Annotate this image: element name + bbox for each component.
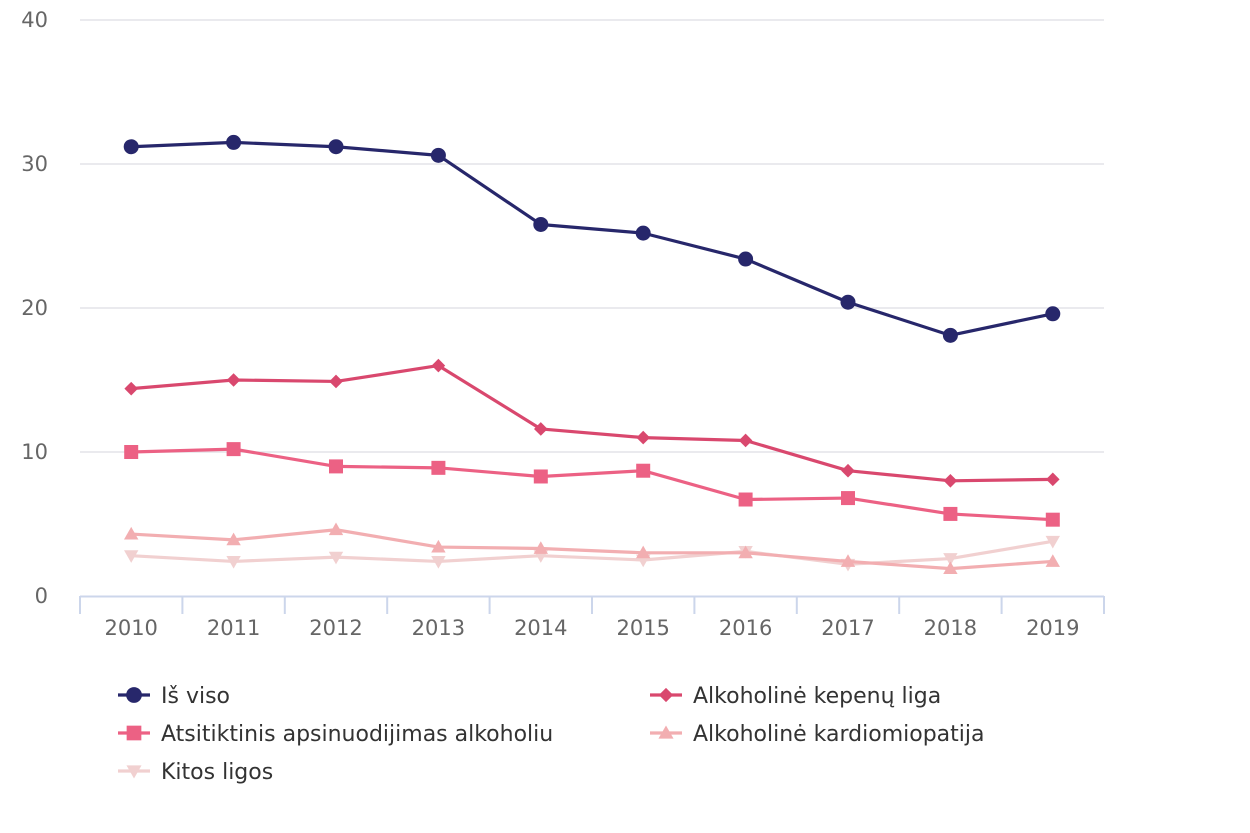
data-point [635, 225, 651, 241]
data-point [124, 381, 138, 396]
legend-symbol [126, 687, 142, 703]
legend-label: Iš viso [161, 684, 230, 709]
series-line [129, 528, 1055, 571]
x-tick-label: 2012 [309, 616, 362, 640]
data-point [943, 474, 958, 488]
series-line [129, 140, 1055, 337]
data-point [431, 460, 446, 475]
series-atsitiktinis-apsinuodijimas-alkoholiu [124, 442, 1060, 527]
data-point [942, 327, 958, 343]
series-line [129, 539, 1055, 566]
y-tick-label: 30 [21, 152, 48, 176]
legend-item[interactable]: Kitos ligos [118, 760, 273, 785]
legend-symbol [658, 725, 674, 739]
data-point [226, 134, 242, 150]
series-alkoholin-kepen-liga [124, 358, 1060, 488]
data-point [328, 139, 344, 155]
data-point [943, 553, 958, 566]
legend-symbol [658, 687, 674, 703]
data-point [738, 545, 753, 559]
data-point [636, 430, 650, 445]
data-point [226, 556, 241, 569]
legend-label: Atsitiktinis apsinuodijimas alkoholiu [161, 722, 553, 747]
x-tick-label: 2011 [207, 616, 260, 640]
data-point [636, 545, 651, 559]
series-line [129, 364, 1055, 483]
series-line [129, 447, 1055, 522]
data-point [1045, 535, 1060, 549]
data-point [226, 532, 241, 546]
data-point [636, 463, 651, 478]
data-point [1045, 554, 1060, 567]
data-point [841, 491, 855, 506]
data-point [124, 445, 139, 459]
legend-label: Alkoholinė kepenų liga [693, 684, 941, 709]
y-tick-label: 0 [35, 584, 48, 608]
data-point [328, 551, 344, 565]
series-i-viso [123, 134, 1061, 343]
x-tick-label: 2014 [514, 616, 567, 640]
legend-item[interactable]: Iš viso [118, 684, 230, 709]
x-tick-label: 2010 [104, 616, 157, 640]
data-point [431, 556, 446, 569]
series-alkoholin-kardiomiopatija [124, 522, 1060, 575]
data-point [226, 373, 241, 387]
data-point [431, 539, 446, 553]
x-axis: 2010 2011 2012 2013 2014 2015 2016 2017 2018 2019 [79, 595, 1105, 640]
data-point [738, 251, 754, 267]
y-tick-label: 20 [21, 296, 48, 320]
x-tick-label: 2019 [1026, 616, 1079, 640]
data-point [943, 506, 958, 521]
legend-item[interactable]: Alkoholinė kardiomiopatija [650, 722, 985, 747]
legend: Iš viso Alkoholinė kepenų liga Atsitiktini… [118, 684, 985, 785]
legend-symbol [126, 765, 142, 779]
legend-symbol [126, 725, 142, 741]
data-point [533, 469, 548, 484]
data-point [430, 147, 446, 163]
data-point [1046, 472, 1060, 487]
data-point [840, 554, 856, 567]
x-tick-label: 2015 [616, 616, 669, 640]
legend-item[interactable]: Alkoholinė kepenų liga [650, 684, 941, 709]
data-point [738, 492, 753, 507]
data-point [124, 526, 139, 540]
data-point [841, 463, 855, 478]
data-point [738, 433, 753, 448]
data-point [533, 216, 549, 232]
data-point [533, 541, 548, 554]
data-point [123, 139, 139, 155]
data-point [124, 550, 139, 563]
x-tick-label: 2013 [412, 616, 465, 640]
legend-label: Kitos ligos [161, 760, 273, 785]
y-axis-ticks: 0 10 20 30 40 [21, 8, 48, 608]
legend-item[interactable]: Atsitiktinis apsinuodijimas alkoholiu [118, 722, 553, 747]
data-point [329, 374, 343, 389]
x-tick-label: 2016 [719, 616, 772, 640]
y-tick-label: 10 [21, 440, 48, 464]
x-tick-label: 2018 [924, 616, 977, 640]
grid-lines [80, 19, 1104, 453]
x-tick-label: 2017 [821, 616, 874, 640]
data-point [943, 561, 958, 575]
legend-label: Alkoholinė kardiomiopatija [693, 722, 985, 747]
data-point [1045, 512, 1060, 527]
series-layer [123, 134, 1061, 575]
data-point [226, 442, 241, 457]
data-point [1045, 306, 1061, 322]
data-point [329, 459, 343, 474]
data-point [534, 422, 548, 436]
data-point [431, 358, 446, 373]
data-point [840, 294, 856, 310]
data-point [328, 522, 344, 536]
y-tick-label: 40 [21, 8, 48, 32]
